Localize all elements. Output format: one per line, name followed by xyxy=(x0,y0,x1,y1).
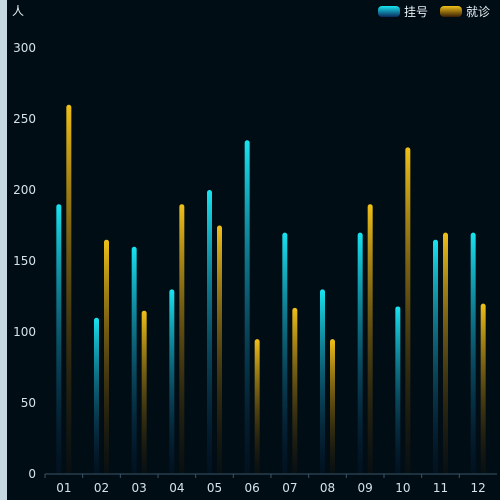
bar-series-1-11[interactable] xyxy=(433,239,438,474)
bar-series-1-04[interactable] xyxy=(169,289,175,474)
bar-series-2-03[interactable] xyxy=(141,310,147,474)
bar-series-2-01[interactable] xyxy=(66,104,72,475)
bar-series-2-06[interactable] xyxy=(254,339,260,474)
bar-series-1-09[interactable] xyxy=(357,232,363,474)
bar-series-2-05[interactable] xyxy=(217,225,222,475)
chart-legend: 挂号 就诊 xyxy=(377,3,490,20)
y-tick-label: 0 xyxy=(28,467,36,481)
legend-item-series-2[interactable]: 就诊 xyxy=(439,3,490,20)
y-tick-label: 50 xyxy=(21,396,36,410)
x-tick-label: 03 xyxy=(132,481,147,495)
bar-series-2-09[interactable] xyxy=(367,204,373,474)
x-tick-label: 05 xyxy=(207,481,222,495)
x-tick-label: 02 xyxy=(94,481,109,495)
bar-series-2-10[interactable] xyxy=(405,147,411,474)
x-tick-label: 08 xyxy=(320,481,335,495)
bar-series-1-03[interactable] xyxy=(131,246,137,474)
y-tick-label: 300 xyxy=(13,41,36,55)
y-tick-label: 100 xyxy=(13,325,36,339)
bar-series-2-12[interactable] xyxy=(480,303,486,474)
y-tick-label: 200 xyxy=(13,183,36,197)
bar-series-2-04[interactable] xyxy=(179,204,185,474)
bar-series-1-12[interactable] xyxy=(470,232,476,474)
x-tick-label: 10 xyxy=(395,481,410,495)
y-axis-label: 人 xyxy=(12,4,25,18)
bar-series-1-08[interactable] xyxy=(320,289,325,474)
bar-series-2-02[interactable] xyxy=(104,239,109,474)
bar-series-2-07[interactable] xyxy=(292,307,298,474)
bar-series-1-05[interactable] xyxy=(207,190,212,474)
bar-series-1-01[interactable] xyxy=(56,204,62,474)
x-tick-label: 12 xyxy=(471,481,486,495)
x-tick-label: 09 xyxy=(358,481,373,495)
legend-label-series-1: 挂号 xyxy=(403,5,428,19)
x-tick-label: 06 xyxy=(245,481,260,495)
legend-swatch-series-1 xyxy=(377,6,400,17)
legend-swatch-series-2 xyxy=(439,6,462,17)
panel-edge xyxy=(0,0,7,500)
x-tick-label: 01 xyxy=(56,481,71,495)
legend-item-series-1[interactable]: 挂号 xyxy=(377,3,428,20)
bar-series-1-02[interactable] xyxy=(94,317,99,474)
x-tick-label: 04 xyxy=(169,481,184,495)
bar-series-2-11[interactable] xyxy=(443,232,448,474)
y-tick-label: 150 xyxy=(13,254,36,268)
bar-series-1-10[interactable] xyxy=(395,306,401,474)
y-tick-label: 250 xyxy=(13,112,36,126)
bar-series-1-06[interactable] xyxy=(244,140,250,475)
bar-series-2-08[interactable] xyxy=(330,339,335,474)
x-tick-label: 11 xyxy=(433,481,448,495)
x-tick-label: 07 xyxy=(282,481,297,495)
bar-series-1-07[interactable] xyxy=(282,232,288,474)
legend-label-series-2: 就诊 xyxy=(465,5,490,19)
